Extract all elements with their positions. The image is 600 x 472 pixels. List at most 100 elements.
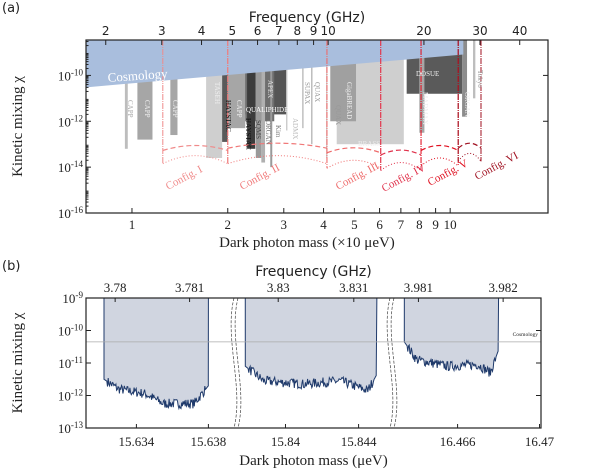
y-axis-title: Kinetic mixing χ — [10, 76, 26, 177]
cosmology-label: Cosmology — [513, 332, 539, 338]
excluded-region — [245, 298, 377, 393]
config-label: Config. II — [238, 162, 282, 193]
experiment-label: CAPP — [126, 100, 134, 118]
config-dotted-curve — [420, 157, 459, 167]
exclusion-tokyo — [473, 40, 476, 99]
experiment-label: ADMX — [291, 118, 299, 139]
experiment-label: Kim — [274, 125, 282, 138]
exclusion-capp — [170, 40, 178, 136]
excluded-region — [404, 298, 499, 377]
config-dotted-curve — [326, 159, 381, 169]
exclusion-kim — [270, 40, 273, 168]
x2-tick-label: 3.831 — [339, 280, 368, 295]
y-tick-label: 10-9 — [62, 290, 83, 306]
x-tick-label: 16.47 — [525, 434, 555, 449]
x-tick-label: 15.634 — [119, 434, 155, 449]
axis-break-gap — [388, 297, 396, 429]
x-axis-title: Dark photon mass (μeV) — [239, 453, 387, 469]
exclusion-limit-line — [244, 297, 378, 393]
panel-label-b: (b) — [2, 259, 20, 274]
config-dotted-curve — [380, 162, 422, 171]
exclusion-capp — [124, 40, 128, 149]
tick-exponent: -12 — [71, 388, 84, 398]
config-dotted-curve — [162, 155, 228, 165]
experiment-label: ORGAN — [463, 92, 471, 117]
tick-base: 10 — [58, 324, 71, 339]
config-label: Config. IV — [380, 162, 428, 195]
experiment-label: SQMS — [254, 120, 262, 139]
experiment-label: HAYSTAC — [224, 100, 232, 132]
config-dashed-curve — [326, 147, 381, 154]
exclusion-quax — [311, 40, 313, 145]
x2-tick-label: 8 — [293, 24, 301, 38]
experiment-label: SUPAX — [303, 82, 311, 104]
exclusion-haystac — [222, 40, 228, 142]
y-axis-title: Kinetic mixing χ — [10, 312, 26, 413]
x2-tick-label: 3.83 — [267, 280, 290, 295]
config-label: Config. V — [426, 157, 470, 188]
exclusion-limit-line — [103, 297, 209, 411]
config-dashed-curve — [457, 142, 482, 149]
exclusion-limit-line — [403, 297, 500, 377]
x-tick-label: 3 — [281, 217, 288, 232]
x2-tick-label: 3 — [158, 24, 166, 38]
x-tick-label: 15.638 — [191, 434, 227, 449]
tick-base: 10 — [58, 114, 71, 129]
tick-exponent: -13 — [71, 420, 84, 430]
config-label: Config. VI — [473, 150, 521, 183]
experiment-label: BRASS — [358, 140, 380, 148]
tick-base: 10 — [58, 356, 71, 371]
experiment-label: QUALIPHIDE — [246, 106, 288, 114]
tick-exponent: -11 — [71, 355, 83, 365]
tick-exponent: -16 — [71, 205, 84, 215]
config-dashed-curve — [227, 142, 328, 149]
config-dotted-curve — [227, 155, 328, 165]
x2-tick-label: 4 — [198, 24, 206, 38]
x-tick-label: 5 — [351, 217, 358, 232]
x2-tick-label: 3.981 — [404, 280, 433, 295]
experiment-label: HAYSTAC — [244, 118, 252, 150]
x-tick-label: 8 — [416, 217, 423, 232]
x-tick-label: 15.844 — [341, 434, 377, 449]
config-dashed-curve — [162, 144, 228, 152]
x-tick-label: 4 — [320, 217, 327, 232]
experiment-label: CAPP — [235, 100, 243, 118]
tick-base: 10 — [58, 160, 71, 175]
x2-tick-label: 6 — [254, 24, 262, 38]
config-label: Config. I — [164, 163, 205, 192]
experiment-label: QUAX — [334, 105, 342, 125]
x2-tick-label: 3.781 — [175, 280, 204, 295]
x2-tick-label: 3.78 — [104, 280, 127, 295]
experiment-label: TASEH — [213, 82, 221, 104]
experiment-label: DOSUE — [416, 70, 439, 78]
x2-tick-label: 30 — [472, 24, 487, 38]
y-tick-label: 10-10 — [58, 67, 84, 83]
y-tick-label: 10-12 — [58, 113, 84, 129]
excluded-region — [104, 298, 209, 409]
experiment-label: ORGAN — [264, 120, 272, 145]
tick-exponent: -12 — [71, 113, 84, 123]
x2-tick-label: 7 — [275, 24, 283, 38]
x2-tick-label: 40 — [512, 24, 527, 38]
x2-tick-label: 2 — [102, 24, 110, 38]
panel-a-plot — [86, 40, 482, 171]
y-tick-label: 10-16 — [58, 205, 84, 221]
tick-base: 10 — [58, 389, 71, 404]
axis-break-icon — [230, 297, 238, 429]
x-tick-label: 10 — [444, 217, 457, 232]
x-axis-title: Dark photon mass (×10 μeV) — [219, 235, 395, 251]
y-tick-label: 10-14 — [58, 159, 84, 175]
config-label: Config. III — [334, 160, 381, 193]
y-tick-label: 10-12 — [58, 388, 84, 404]
tick-exponent: -9 — [75, 290, 83, 300]
x-tick-label: 2 — [225, 217, 232, 232]
experiment-label: QUAX — [313, 82, 321, 102]
tick-base: 10 — [58, 68, 71, 83]
tick-base: 10 — [58, 421, 71, 436]
axis-break-gap — [232, 297, 240, 429]
x-tick-label: 7 — [398, 217, 405, 232]
experiment-label: GigaBREAD — [345, 82, 353, 119]
axis-break-icon — [234, 297, 242, 429]
x2-tick-label: 9 — [310, 24, 318, 38]
